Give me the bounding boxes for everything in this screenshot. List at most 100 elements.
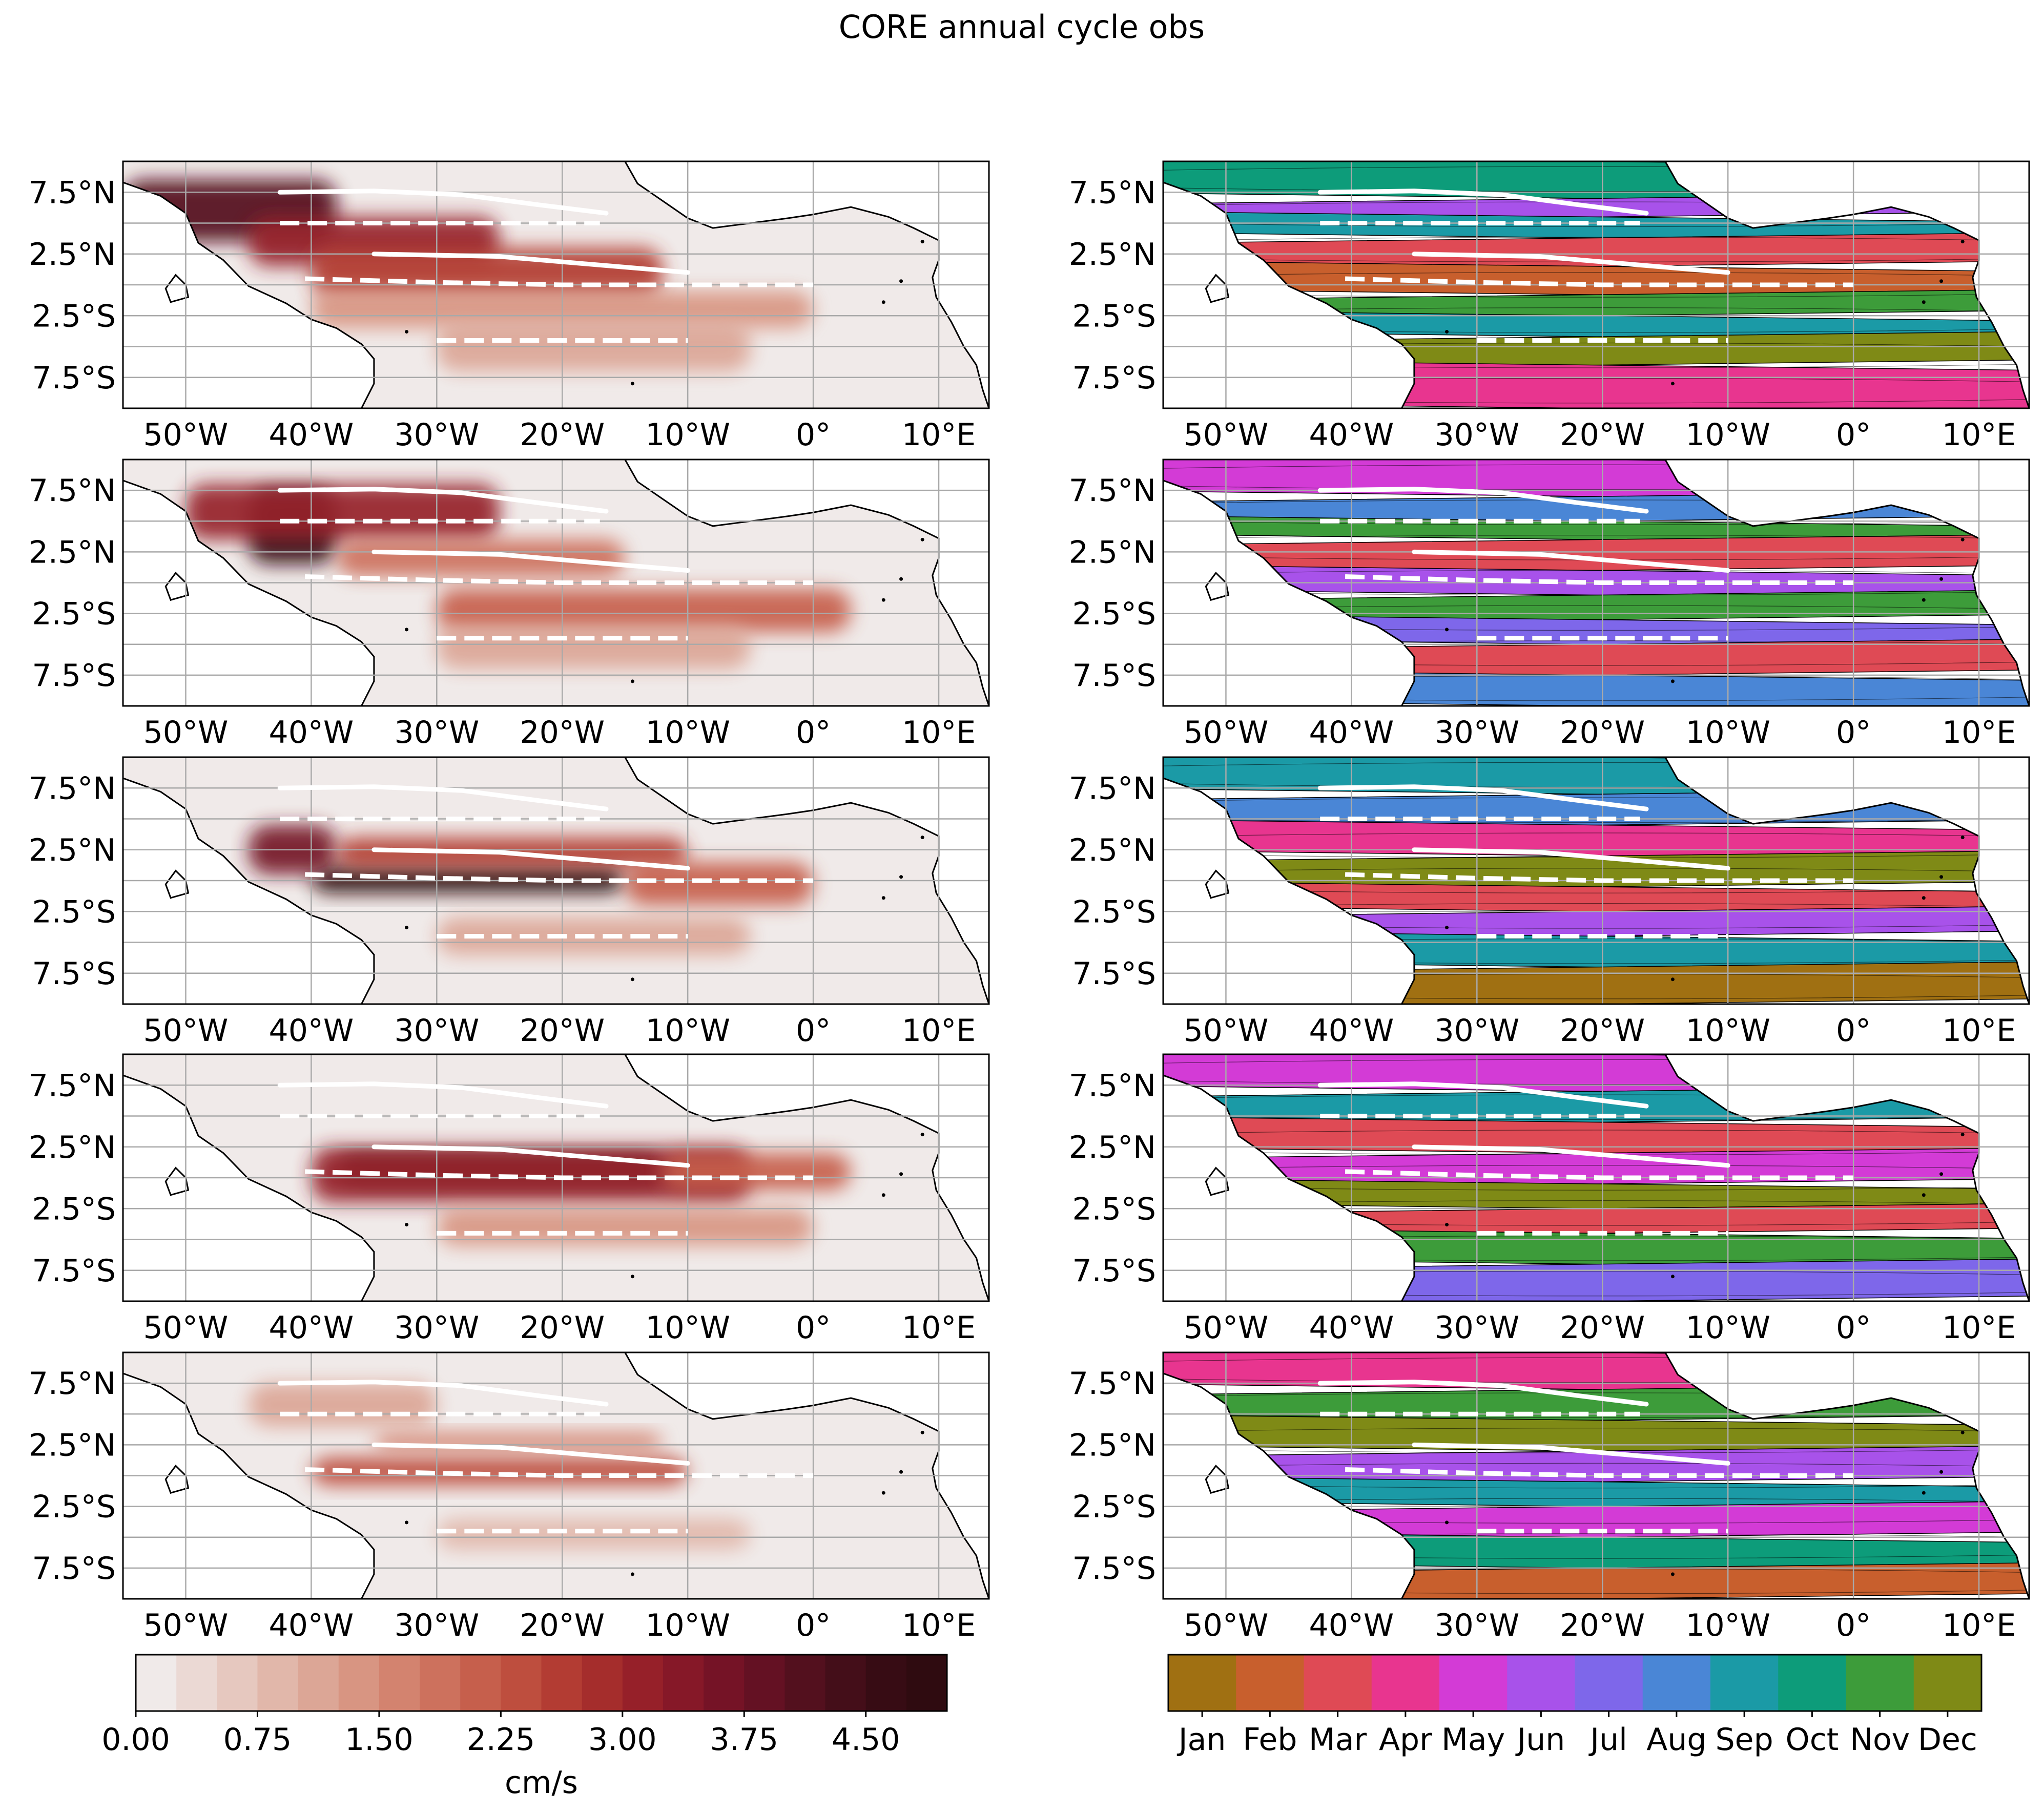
island-dot (881, 598, 885, 602)
phase-panel-2: 50°W 40°W 30°W 20°W 10°W 0° 10°E 7.5°N 2.5°N 2.5°… (1069, 458, 2030, 750)
x-tick-label: 0° (1836, 1013, 1871, 1049)
month-tick-label: Aug (1646, 1722, 1706, 1758)
y-tick-label: 2.5°N (1069, 534, 1156, 570)
y-tick-label: 7.5°S (1072, 1551, 1156, 1587)
y-tick-label: 7.5°N (1069, 770, 1156, 806)
x-tick-label: 40°W (269, 1310, 354, 1346)
x-tick-label: 10°E (902, 1310, 976, 1346)
x-tick-label: 50°W (1184, 1310, 1269, 1346)
colorbar-swatch (906, 1655, 947, 1711)
phase-contour (1163, 818, 2029, 823)
amplitude-tick-label: 1.50 (345, 1722, 414, 1758)
current-line-dashed-2 (1345, 574, 1854, 585)
phase-region-3 (1163, 1116, 2029, 1159)
current-line-solid-1 (1317, 189, 1649, 216)
phase-colorbar: Jan Feb Mar Apr May Jun Jul Aug Sep Oct Nov Dec (1167, 1654, 1983, 1758)
island-dot (630, 679, 634, 683)
island-dot (630, 382, 634, 386)
current-line-dashed-2 (1345, 276, 1854, 287)
y-tick-label: 7.5°S (1072, 658, 1156, 694)
x-tick-label: 10°W (1685, 417, 1770, 453)
island-dot (899, 1470, 903, 1474)
phase-contour (1163, 832, 2029, 837)
y-tick-label: 7.5°S (32, 956, 116, 992)
island-dot (920, 240, 924, 244)
x-tick-label: 20°W (520, 1310, 605, 1346)
panel-frame (1162, 756, 2030, 1005)
current-line-solid-2 (1412, 549, 1730, 573)
x-tick-label: 50°W (1184, 1608, 1269, 1643)
marajo-island (164, 1465, 190, 1494)
x-tick-label: 40°W (1309, 417, 1394, 453)
colorbars: 0.00 0.75 1.50 2.25 3.00 3.75 4.50 cm/s Jan Feb Ma… (101, 1654, 1983, 1801)
x-tick-label: 0° (796, 1608, 831, 1643)
island-dot (1445, 1520, 1449, 1525)
island-dot (1960, 836, 1965, 840)
x-tick-label: 10°E (1942, 417, 2016, 453)
y-tick-label: 7.5°N (1069, 175, 1156, 211)
marajo-island (164, 869, 190, 899)
current-line-dashed-2 (304, 1467, 814, 1478)
x-tick-label: 10°W (645, 1310, 730, 1346)
current-line-dashed-2 (304, 872, 814, 883)
gridlines (123, 1352, 989, 1599)
current-line-solid-1 (277, 487, 609, 514)
island-dot (1922, 300, 1926, 304)
x-tick-label: 50°W (1184, 417, 1269, 453)
current-line-solid-2 (371, 549, 690, 573)
colorbar-swatch (1439, 1655, 1508, 1711)
x-tick-label: 10°E (902, 1013, 976, 1049)
amplitude-tick-label: 3.75 (710, 1722, 778, 1758)
current-line-solid-2 (1412, 252, 1730, 275)
island-dot (1670, 977, 1675, 982)
phase-region-5 (1163, 881, 2029, 918)
phase-contour (1163, 237, 2029, 241)
x-tick-label: 10°W (1685, 1608, 1770, 1643)
x-tick-label: 20°W (1560, 1608, 1645, 1643)
y-tick-label: 2.5°S (1072, 1489, 1156, 1525)
island-dot (881, 1491, 885, 1495)
current-line-dashed-2 (304, 574, 814, 585)
y-tick-label: 2.5°S (32, 298, 116, 334)
y-tick-label: 7.5°N (29, 770, 116, 806)
y-tick-label: 7.5°S (1072, 956, 1156, 992)
amplitude-region-5 (437, 625, 751, 669)
x-tick-label: 10°W (1685, 1013, 1770, 1049)
island-dot (630, 977, 634, 982)
island-dot (1960, 240, 1965, 244)
x-tick-label: 50°W (1184, 715, 1269, 750)
month-tick-label: Mar (1309, 1722, 1367, 1758)
colorbar-swatch (136, 1655, 177, 1711)
current-line-solid-1 (1317, 1081, 1649, 1109)
map-panels: 50°W 40°W 30°W 20°W 10°W 0° 10°E 7.5°N 2.5°N 2.5°… (29, 160, 2030, 1643)
colorbar-swatch (217, 1655, 258, 1711)
x-tick-label: 10°E (902, 1608, 976, 1643)
x-tick-label: 20°W (1560, 417, 1645, 453)
current-line-solid-1 (1317, 1380, 1649, 1407)
amplitude-region-1 (311, 1457, 688, 1486)
y-tick-label: 7.5°S (32, 658, 116, 694)
phase-contour (1163, 222, 2029, 227)
colorbar-swatch (1710, 1655, 1779, 1711)
colorbar-swatch (744, 1655, 785, 1711)
x-tick-label: 30°W (1434, 1608, 1519, 1643)
x-tick-label: 0° (1836, 1608, 1871, 1643)
y-tick-label: 2.5°S (32, 596, 116, 632)
panel-frame (122, 1053, 990, 1302)
phase-region-3 (1163, 1414, 2029, 1457)
island-dot (1670, 679, 1675, 683)
panel-frame (1162, 1351, 2030, 1600)
colorbar-swatch (420, 1655, 461, 1711)
island-dot (1922, 1491, 1926, 1495)
colorbar-swatch (1778, 1655, 1846, 1711)
island-dot (1445, 330, 1449, 334)
y-tick-label: 2.5°S (1072, 894, 1156, 930)
island-dot (1960, 1430, 1965, 1434)
current-line-solid-1 (277, 189, 609, 216)
y-tick-label: 7.5°N (1069, 1068, 1156, 1103)
island-dot (1670, 1275, 1675, 1279)
x-tick-label: 0° (796, 1013, 831, 1049)
amplitude-panel-3: 50°W 40°W 30°W 20°W 10°W 0° 10°E 7.5°N 2.5°N 2.5°… (29, 756, 990, 1049)
colorbar-swatch (176, 1655, 217, 1711)
current-line-dashed-2 (1345, 1467, 1854, 1478)
